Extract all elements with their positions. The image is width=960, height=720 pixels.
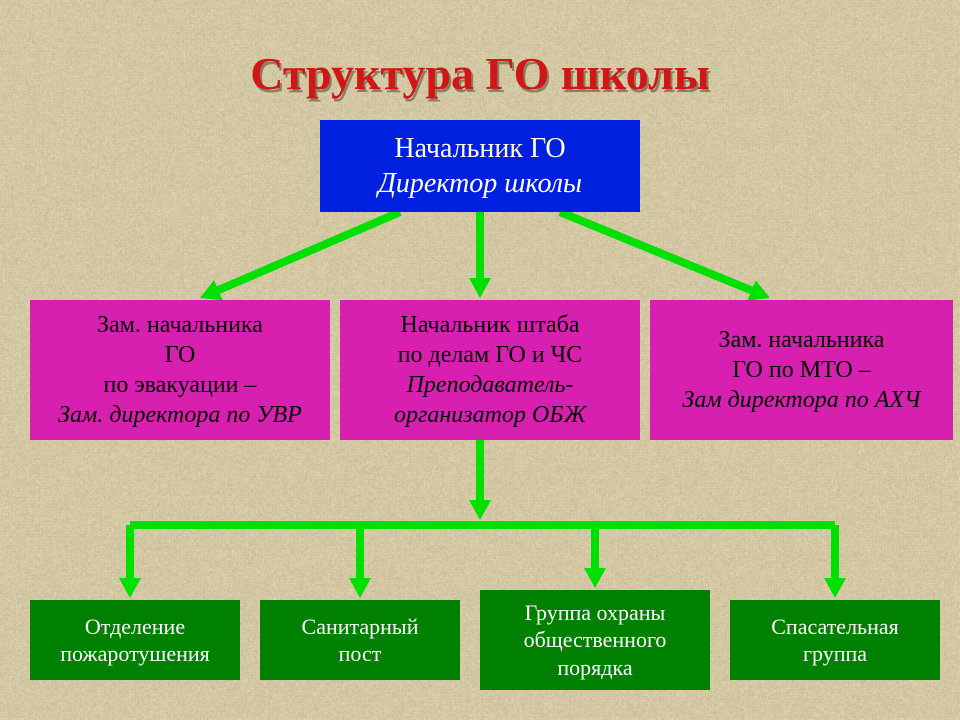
arrow-head-icon xyxy=(824,578,846,598)
org-box-line: группа xyxy=(803,640,867,668)
org-box-line: пост xyxy=(339,640,382,668)
org-box-line: порядка xyxy=(557,654,632,682)
org-box-mid-left: Зам. начальникаГОпо эвакуации –Зам. дире… xyxy=(30,300,330,440)
org-box-line: Директор школы xyxy=(378,166,582,201)
org-box-bot-2: Санитарныйпост xyxy=(260,600,460,680)
arrow-head-icon xyxy=(469,500,491,520)
org-box-line: Группа охраны xyxy=(525,599,666,627)
arrow-head-icon xyxy=(349,578,371,598)
arrow-head-icon xyxy=(584,568,606,588)
org-box-line: Спасательная xyxy=(771,613,899,641)
org-box-line: пожаротушения xyxy=(60,640,210,668)
org-box-line: Санитарный xyxy=(302,613,419,641)
org-box-mid-center: Начальник штабапо делам ГО и ЧСПреподава… xyxy=(340,300,640,440)
org-box-line: по эвакуации – xyxy=(104,370,257,400)
arrow-head-icon xyxy=(469,278,491,298)
connector-line xyxy=(560,212,751,290)
org-box-line: общественного xyxy=(524,626,667,654)
org-box-line: по делам ГО и ЧС xyxy=(398,340,583,370)
org-box-line: Начальник штаба xyxy=(400,310,579,340)
org-box-line: Начальник ГО xyxy=(394,131,565,166)
arrow-head-icon xyxy=(119,578,141,598)
title-text: Структура ГО школы xyxy=(250,48,710,99)
org-box-mid-right: Зам. начальникаГО по МТО –Зам директора … xyxy=(650,300,953,440)
org-box-line: Отделение xyxy=(85,613,185,641)
diagram-title: Структура ГО школы xyxy=(250,47,710,100)
org-box-line: Зам. директора по УВР xyxy=(58,400,302,430)
org-box-line: Зам. начальника xyxy=(719,325,885,355)
org-box-bot-1: Отделениепожаротушения xyxy=(30,600,240,680)
org-box-line: Зам директора по АХЧ xyxy=(682,385,920,415)
org-box-top: Начальник ГОДиректор школы xyxy=(320,120,640,212)
org-box-line: ГО по МТО – xyxy=(732,355,870,385)
connector-line xyxy=(218,212,400,290)
diagram-stage: Структура ГО школы Начальник ГОДиректор … xyxy=(0,0,960,720)
org-box-bot-3: Группа охраныобщественногопорядка xyxy=(480,590,710,690)
org-box-bot-4: Спасательнаягруппа xyxy=(730,600,940,680)
org-box-line: Преподаватель- xyxy=(407,370,574,400)
org-box-line: организатор ОБЖ xyxy=(394,400,586,430)
org-box-line: Зам. начальника xyxy=(97,310,263,340)
org-box-line: ГО xyxy=(165,340,196,370)
